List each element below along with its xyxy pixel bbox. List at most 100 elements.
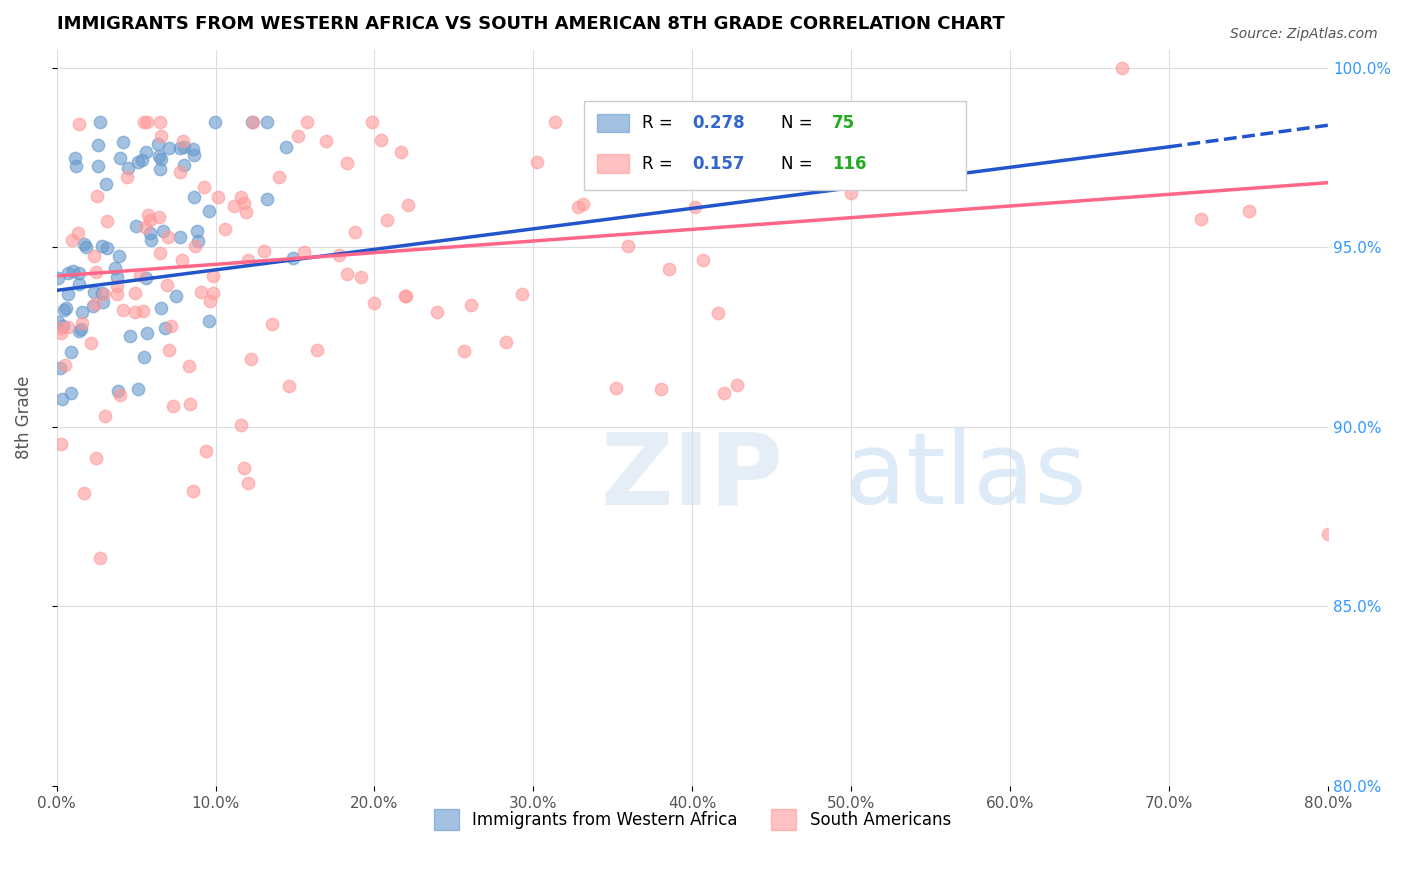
Point: [616, 239, 638, 253]
Point: [190, 285, 212, 299]
Point: [1111, 61, 1133, 75]
Point: [112, 135, 135, 149]
Point: [287, 129, 309, 144]
Point: [706, 306, 728, 320]
Point: [112, 303, 135, 318]
Point: [177, 359, 200, 374]
Point: [58, 266, 80, 280]
Point: [65, 159, 87, 173]
Point: [605, 381, 627, 395]
Point: [91, 285, 114, 300]
Text: IMMIGRANTS FROM WESTERN AFRICA VS SOUTH AMERICAN 8TH GRADE CORRELATION CHART: IMMIGRANTS FROM WESTERN AFRICA VS SOUTH …: [56, 15, 1004, 33]
Point: [526, 155, 548, 169]
Point: [67, 277, 90, 291]
Point: [135, 271, 157, 285]
Point: [55, 359, 77, 373]
Point: [139, 233, 162, 247]
Point: [139, 226, 162, 240]
Point: [169, 141, 191, 155]
Text: Source: ZipAtlas.com: Source: ZipAtlas.com: [1230, 27, 1378, 41]
Point: [650, 383, 672, 397]
Point: [170, 253, 193, 268]
Point: [124, 286, 146, 301]
Point: [692, 114, 714, 128]
Point: [662, 114, 685, 128]
Point: [495, 335, 517, 350]
Point: [181, 143, 204, 157]
Point: [231, 190, 253, 204]
Bar: [598, 154, 628, 173]
Point: [162, 399, 184, 413]
Point: [51, 326, 73, 340]
Point: [51, 437, 73, 451]
Point: [136, 208, 159, 222]
Point: [120, 328, 142, 343]
Point: [67, 226, 90, 240]
Point: [683, 200, 706, 214]
Point: [173, 140, 195, 154]
Point: [238, 475, 260, 490]
Point: [93, 286, 115, 301]
Point: [86, 159, 108, 173]
Point: [46, 314, 69, 328]
Point: [233, 196, 256, 211]
Point: [132, 304, 155, 318]
Point: [62, 264, 84, 278]
Point: [453, 344, 475, 359]
Point: [73, 237, 96, 252]
Point: [260, 317, 283, 331]
Point: [107, 384, 129, 398]
Point: [127, 155, 149, 169]
Point: [83, 285, 105, 300]
Point: [129, 268, 152, 282]
Point: [370, 132, 392, 146]
Point: [86, 188, 108, 202]
Point: [363, 296, 385, 310]
Point: [89, 114, 111, 128]
Point: [96, 178, 118, 192]
Point: [117, 161, 139, 175]
Point: [235, 205, 257, 219]
Point: [184, 238, 207, 252]
Text: N =: N =: [782, 155, 818, 173]
Point: [214, 222, 236, 236]
Point: [135, 145, 157, 159]
Point: [156, 230, 179, 244]
Point: [375, 213, 398, 227]
Point: [335, 155, 357, 169]
Point: [181, 484, 204, 499]
Point: [46, 271, 69, 285]
Point: [1348, 204, 1371, 219]
Point: [295, 114, 318, 128]
Point: [110, 151, 132, 165]
Point: [232, 460, 254, 475]
Point: [59, 345, 82, 359]
Point: [159, 319, 181, 334]
Point: [204, 114, 226, 128]
Point: [115, 170, 138, 185]
Point: [55, 301, 77, 316]
Point: [134, 350, 156, 364]
Point: [84, 265, 107, 279]
Point: [52, 319, 75, 334]
Point: [75, 240, 97, 254]
Point: [512, 287, 534, 301]
Point: [193, 179, 215, 194]
Point: [127, 382, 149, 396]
Point: [150, 129, 173, 144]
Point: [70, 322, 93, 336]
Point: [200, 294, 222, 309]
Point: [195, 443, 218, 458]
Point: [149, 301, 172, 315]
Point: [315, 134, 337, 148]
Point: [67, 324, 90, 338]
Text: N =: N =: [782, 114, 818, 132]
Point: [336, 267, 359, 281]
Point: [460, 298, 482, 312]
Point: [240, 114, 263, 128]
Point: [157, 141, 180, 155]
Point: [67, 117, 90, 131]
Point: [172, 134, 194, 148]
Point: [839, 186, 862, 201]
Point: [253, 244, 276, 259]
